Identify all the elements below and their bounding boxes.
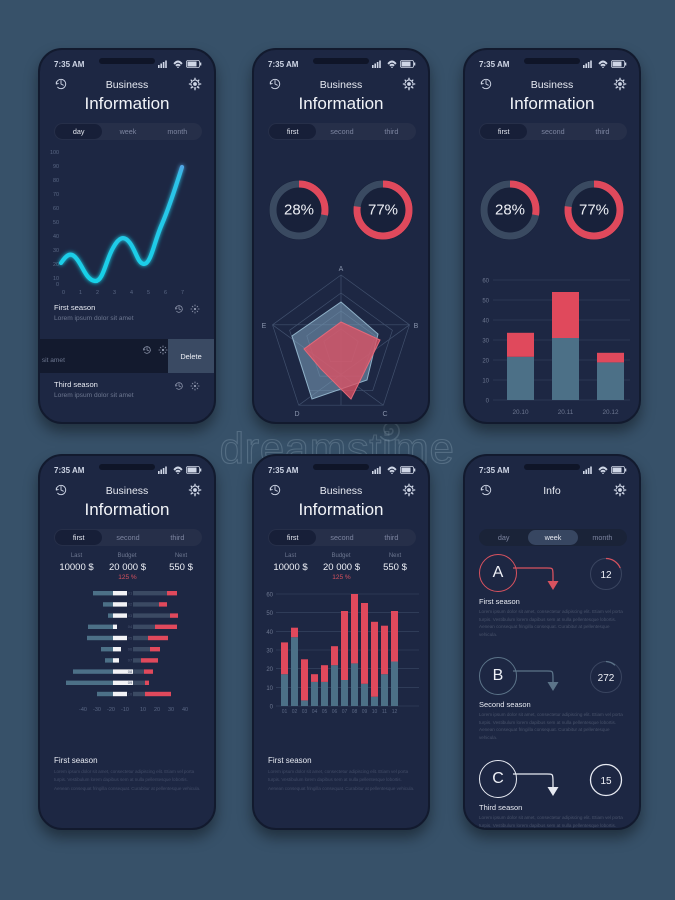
svg-text:30: 30 bbox=[168, 707, 174, 713]
svg-text:01: 01 bbox=[128, 591, 133, 596]
svg-text:20: 20 bbox=[154, 707, 160, 713]
svg-text:-40: -40 bbox=[79, 707, 87, 713]
svg-text:2: 2 bbox=[96, 290, 99, 296]
svg-text:B: B bbox=[414, 323, 419, 330]
svg-text:04: 04 bbox=[312, 709, 318, 715]
svg-text:4: 4 bbox=[130, 290, 133, 296]
svg-text:A: A bbox=[339, 266, 344, 273]
svg-text:20: 20 bbox=[53, 262, 59, 268]
svg-text:08: 08 bbox=[128, 669, 133, 674]
svg-text:40: 40 bbox=[266, 630, 273, 636]
svg-text:6: 6 bbox=[164, 290, 167, 296]
svg-text:03: 03 bbox=[128, 613, 133, 618]
svg-text:06: 06 bbox=[332, 709, 338, 715]
svg-text:10: 10 bbox=[266, 686, 273, 692]
svg-text:07: 07 bbox=[342, 709, 348, 715]
svg-text:5: 5 bbox=[147, 290, 150, 296]
svg-text:50: 50 bbox=[482, 299, 489, 305]
svg-text:02: 02 bbox=[128, 602, 133, 607]
svg-text:07: 07 bbox=[128, 658, 133, 663]
svg-text:06: 06 bbox=[128, 647, 133, 652]
svg-text:10: 10 bbox=[128, 691, 133, 696]
svg-text:50: 50 bbox=[53, 220, 59, 226]
svg-text:05: 05 bbox=[322, 709, 328, 715]
svg-text:10: 10 bbox=[140, 707, 146, 713]
svg-text:30: 30 bbox=[53, 248, 59, 254]
svg-text:60: 60 bbox=[53, 206, 59, 212]
svg-text:01: 01 bbox=[282, 709, 288, 715]
svg-text:C: C bbox=[382, 411, 387, 418]
svg-text:7: 7 bbox=[181, 290, 184, 296]
svg-text:12: 12 bbox=[600, 570, 612, 581]
svg-text:28%: 28% bbox=[495, 202, 525, 219]
svg-text:30: 30 bbox=[482, 339, 489, 345]
svg-text:20.10: 20.10 bbox=[513, 409, 529, 416]
svg-text:11: 11 bbox=[382, 709, 387, 715]
svg-text:40: 40 bbox=[482, 319, 489, 325]
svg-text:3: 3 bbox=[113, 290, 116, 296]
svg-text:70: 70 bbox=[53, 192, 59, 198]
svg-text:40: 40 bbox=[182, 707, 188, 713]
svg-text:-10: -10 bbox=[121, 707, 129, 713]
svg-text:20.12: 20.12 bbox=[603, 409, 619, 416]
svg-text:0: 0 bbox=[56, 282, 59, 288]
svg-text:1: 1 bbox=[79, 290, 82, 296]
svg-text:272: 272 bbox=[598, 673, 615, 684]
svg-text:20: 20 bbox=[266, 667, 273, 673]
svg-text:40: 40 bbox=[53, 234, 59, 240]
svg-text:09: 09 bbox=[128, 680, 133, 685]
svg-text:90: 90 bbox=[53, 164, 59, 170]
svg-text:28%: 28% bbox=[284, 202, 314, 219]
svg-text:0: 0 bbox=[486, 399, 490, 405]
svg-text:80: 80 bbox=[53, 178, 59, 184]
svg-text:77%: 77% bbox=[579, 202, 609, 219]
svg-text:09: 09 bbox=[362, 709, 368, 715]
svg-text:05: 05 bbox=[128, 635, 133, 640]
svg-text:02: 02 bbox=[292, 709, 298, 715]
svg-text:-20: -20 bbox=[107, 707, 115, 713]
svg-text:D: D bbox=[294, 411, 299, 418]
svg-text:-30: -30 bbox=[93, 707, 101, 713]
svg-text:0: 0 bbox=[270, 705, 274, 711]
svg-text:20: 20 bbox=[482, 359, 489, 365]
svg-text:15: 15 bbox=[600, 776, 612, 787]
svg-text:12: 12 bbox=[392, 709, 398, 715]
svg-text:60: 60 bbox=[266, 593, 273, 599]
svg-text:100: 100 bbox=[50, 150, 59, 156]
svg-text:10: 10 bbox=[482, 379, 489, 385]
svg-text:E: E bbox=[262, 323, 267, 330]
svg-text:20.11: 20.11 bbox=[558, 409, 574, 416]
svg-text:03: 03 bbox=[302, 709, 308, 715]
svg-text:77%: 77% bbox=[368, 202, 398, 219]
svg-text:30: 30 bbox=[266, 649, 273, 655]
svg-text:50: 50 bbox=[266, 611, 273, 617]
svg-text:10: 10 bbox=[372, 709, 378, 715]
svg-text:60: 60 bbox=[482, 279, 489, 285]
svg-text:04: 04 bbox=[128, 624, 133, 629]
svg-text:0: 0 bbox=[62, 290, 65, 296]
svg-text:08: 08 bbox=[352, 709, 358, 715]
